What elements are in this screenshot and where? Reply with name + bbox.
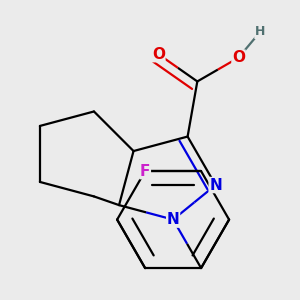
- Text: N: N: [167, 212, 179, 227]
- Text: H: H: [255, 26, 265, 38]
- Text: O: O: [232, 50, 245, 65]
- Text: N: N: [209, 178, 222, 193]
- Text: O: O: [152, 46, 165, 62]
- Text: F: F: [140, 164, 150, 178]
